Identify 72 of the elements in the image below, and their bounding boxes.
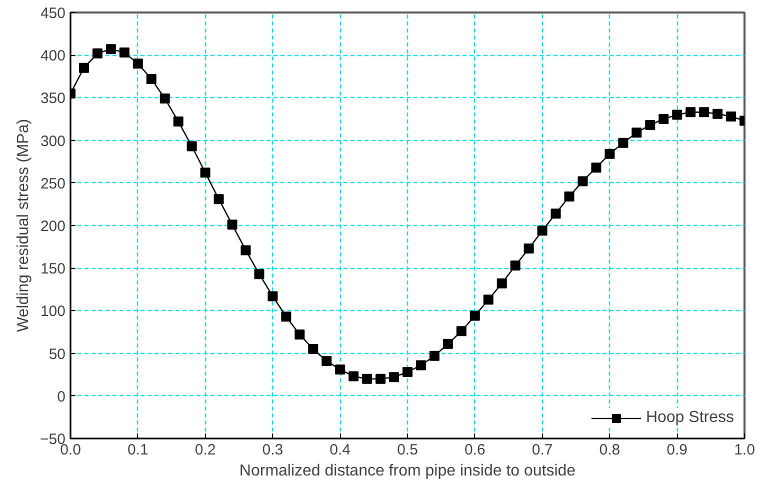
- point: [119, 48, 130, 58]
- x-tick-label: 0.6: [464, 442, 486, 458]
- point: [146, 74, 156, 84]
- point: [214, 194, 224, 204]
- point: [632, 128, 642, 138]
- point: [294, 330, 305, 340]
- point: [618, 138, 628, 148]
- x-tick-label: 0.5: [397, 442, 418, 458]
- point: [92, 48, 102, 58]
- point: [564, 192, 574, 202]
- point: [537, 226, 548, 236]
- point: [699, 107, 710, 118]
- point: [686, 107, 696, 118]
- x-tick-label: 0.2: [194, 442, 216, 458]
- point: [268, 291, 278, 302]
- point: [510, 260, 520, 271]
- point: [106, 44, 116, 54]
- y-axis-title: Welding residual stress (MPa): [15, 118, 32, 332]
- point: [240, 245, 251, 256]
- point: [524, 244, 534, 254]
- x-axis-title: Normalized distance from pipe inside to outside: [239, 462, 576, 480]
- point: [442, 338, 453, 349]
- y-tick-label: 200: [40, 218, 66, 235]
- point: [308, 344, 318, 354]
- point: [132, 58, 143, 69]
- point: [173, 116, 184, 127]
- point: [429, 350, 440, 361]
- point: [335, 364, 346, 374]
- point: [456, 326, 466, 336]
- point: [227, 220, 238, 230]
- point: [160, 94, 170, 104]
- point: [362, 374, 372, 384]
- point: [389, 372, 400, 382]
- x-tick-label: 1.0: [734, 442, 755, 458]
- point: [470, 310, 480, 321]
- point: [496, 278, 507, 288]
- x-tick-label: 0.1: [127, 442, 148, 458]
- x-tick-label: 0.4: [330, 442, 351, 458]
- point: [578, 176, 588, 186]
- point: [712, 108, 723, 119]
- x-tick-label: 0.7: [532, 442, 553, 458]
- point: [726, 111, 736, 122]
- legend-label: Hoop Stress: [646, 409, 734, 427]
- x-tick-label: 0.8: [599, 442, 620, 458]
- point: [550, 208, 561, 219]
- point: [672, 110, 682, 120]
- point: [78, 62, 89, 73]
- point: [658, 114, 669, 124]
- point: [254, 269, 264, 280]
- point: [200, 168, 210, 178]
- point: [348, 371, 359, 382]
- point: [483, 294, 494, 305]
- y-tick-label: 50: [48, 346, 66, 363]
- point: [322, 356, 332, 366]
- y-tick-label: 400: [40, 48, 66, 65]
- point: [376, 374, 386, 384]
- y-tick-label: 250: [40, 175, 66, 192]
- point: [645, 120, 656, 130]
- point: [402, 367, 412, 378]
- y-tick-label: 100: [40, 303, 66, 320]
- x-tick-label: 0.3: [262, 442, 284, 458]
- point: [186, 141, 197, 152]
- y-tick-label: 300: [40, 132, 66, 150]
- point: [591, 162, 602, 173]
- point: [604, 148, 615, 159]
- y-tick-label: 150: [40, 260, 66, 278]
- x-tick-label: 0.9: [666, 442, 688, 458]
- point: [416, 360, 426, 370]
- point: [281, 312, 292, 322]
- y-tick-label: 450: [40, 5, 66, 22]
- y-tick-label: 0: [57, 388, 66, 406]
- y-tick-label: 350: [40, 90, 66, 108]
